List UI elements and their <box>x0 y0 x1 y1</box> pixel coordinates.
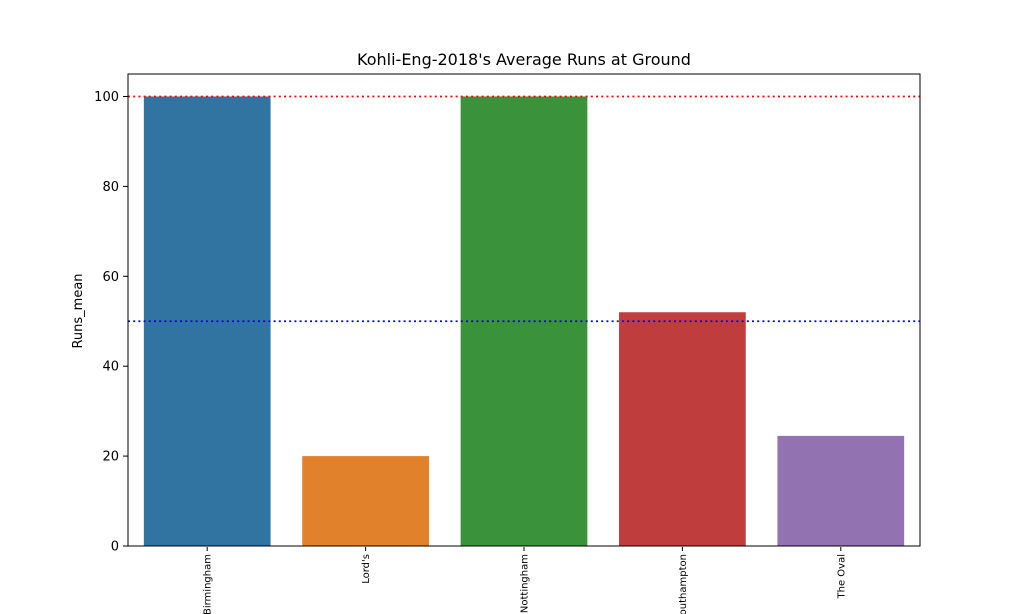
y-tick-label-2: 40 <box>102 360 119 375</box>
reference-lines-group <box>128 95 920 323</box>
x-tick-label-0: Birmingham <box>203 554 214 614</box>
x-tick-label-1: Lord's <box>361 554 372 584</box>
y-tick-label-3: 60 <box>102 270 119 285</box>
y-tick-label-0: 0 <box>111 540 119 555</box>
x-tick-label-2: Nottingham <box>520 554 531 613</box>
x-tick-label-3: Southampton <box>678 554 689 614</box>
y-tick-label-4: 80 <box>102 180 119 195</box>
y-ticks-group: 0 20 40 60 80 100 <box>94 90 128 555</box>
chart-title: Kohli-Eng-2018's Average Runs at Ground <box>357 50 691 69</box>
bar-1 <box>302 456 429 546</box>
x-tick-label-4: The Oval <box>836 554 847 599</box>
plot-frame <box>127 73 921 547</box>
y-tick-label-1: 20 <box>102 450 119 465</box>
y-tick-label-5: 100 <box>94 90 119 105</box>
y-axis-label: Runs_mean <box>71 273 86 348</box>
bar-3 <box>619 312 746 546</box>
x-ticks-group: Birmingham Lord's Nottingham Southampton The… <box>203 547 847 614</box>
bar-4 <box>777 435 905 546</box>
